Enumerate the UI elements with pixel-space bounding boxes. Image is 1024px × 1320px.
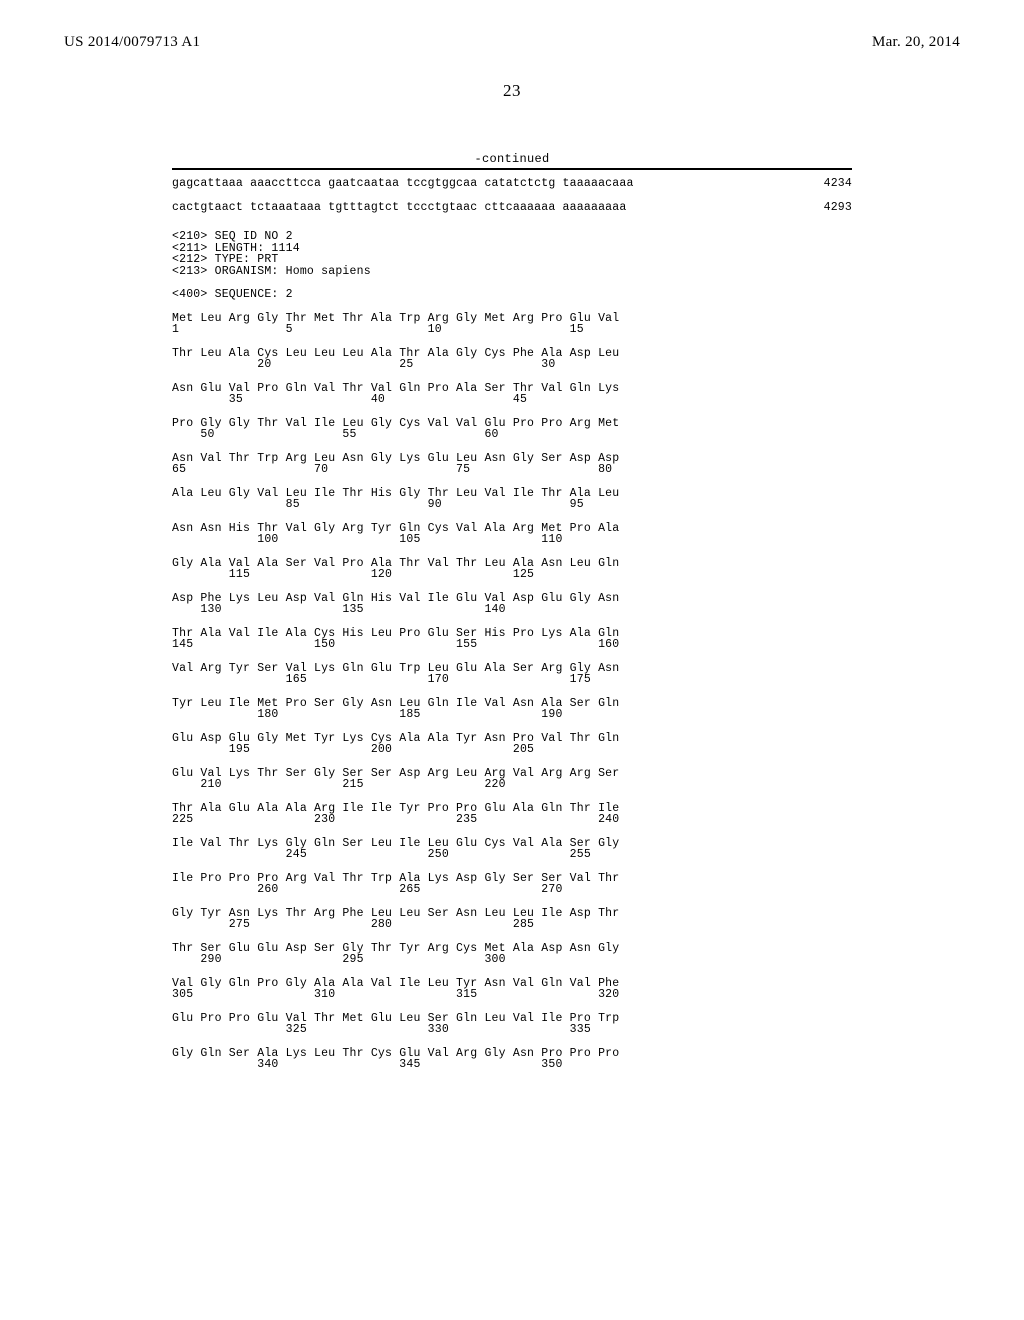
meta-line: <212> TYPE: PRT: [172, 254, 852, 266]
protein-row: Gly Tyr Asn Lys Thr Arg Phe Leu Leu Ser …: [172, 908, 852, 931]
dna-line: gagcattaaa aaaccttcca gaatcaataa tccgtgg…: [172, 178, 852, 190]
protein-row: Asp Phe Lys Leu Asp Val Gln His Val Ile …: [172, 593, 852, 616]
protein-row: Thr Ala Val Ile Ala Cys His Leu Pro Glu …: [172, 628, 852, 651]
protein-row: Asn Val Thr Trp Arg Leu Asn Gly Lys Glu …: [172, 453, 852, 476]
protein-row: Gly Gln Ser Ala Lys Leu Thr Cys Glu Val …: [172, 1048, 852, 1071]
position-number-line: 290 295 300: [172, 954, 852, 966]
dna-line: cactgtaact tctaaataaa tgtttagtct tccctgt…: [172, 202, 852, 214]
continued-label: -continued: [172, 153, 852, 165]
protein-row: Val Arg Tyr Ser Val Lys Gln Glu Trp Leu …: [172, 663, 852, 686]
position-number-line: 100 105 110: [172, 534, 852, 546]
horizontal-rule: [172, 168, 852, 170]
position-number-line: 195 200 205: [172, 744, 852, 756]
position-number-line: 145 150 155 160: [172, 639, 852, 651]
dna-position: 4293: [792, 202, 852, 214]
position-number-line: 305 310 315 320: [172, 989, 852, 1001]
position-number-line: 180 185 190: [172, 709, 852, 721]
sequence-header-line: <400> SEQUENCE: 2: [172, 289, 852, 301]
protein-row: Met Leu Arg Gly Thr Met Thr Ala Trp Arg …: [172, 313, 852, 336]
position-number-line: 275 280 285: [172, 919, 852, 931]
protein-row: Ala Leu Gly Val Leu Ile Thr His Gly Thr …: [172, 488, 852, 511]
position-number-line: 325 330 335: [172, 1024, 852, 1036]
protein-sequence-container: Met Leu Arg Gly Thr Met Thr Ala Trp Arg …: [172, 313, 852, 1071]
position-number-line: 20 25 30: [172, 359, 852, 371]
page-number: 23: [0, 81, 1024, 101]
protein-row: Thr Leu Ala Cys Leu Leu Leu Ala Thr Ala …: [172, 348, 852, 371]
protein-row: Tyr Leu Ile Met Pro Ser Gly Asn Leu Gln …: [172, 698, 852, 721]
protein-row: Ile Val Thr Lys Gly Gln Ser Leu Ile Leu …: [172, 838, 852, 861]
position-number-line: 165 170 175: [172, 674, 852, 686]
protein-row: Pro Gly Gly Thr Val Ile Leu Gly Cys Val …: [172, 418, 852, 441]
position-number-line: 35 40 45: [172, 394, 852, 406]
position-number-line: 260 265 270: [172, 884, 852, 896]
position-number-line: 1 5 10 15: [172, 324, 852, 336]
meta-line: <210> SEQ ID NO 2: [172, 231, 852, 243]
protein-row: Glu Asp Glu Gly Met Tyr Lys Cys Ala Ala …: [172, 733, 852, 756]
dna-sequence-block: cactgtaact tctaaataaa tgtttagtct tccctgt…: [172, 202, 852, 214]
sequence-header: <400> SEQUENCE: 2: [172, 289, 852, 301]
page-header: US 2014/0079713 A1 Mar. 20, 2014: [0, 0, 1024, 51]
position-number-line: 225 230 235 240: [172, 814, 852, 826]
dna-position: 4234: [792, 178, 852, 190]
protein-row: Val Gly Gln Pro Gly Ala Ala Val Ile Leu …: [172, 978, 852, 1001]
protein-row: Glu Val Lys Thr Ser Gly Ser Ser Asp Arg …: [172, 768, 852, 791]
position-number-line: 245 250 255: [172, 849, 852, 861]
position-number-line: 340 345 350: [172, 1059, 852, 1071]
publication-date: Mar. 20, 2014: [872, 34, 960, 51]
position-number-line: 115 120 125: [172, 569, 852, 581]
position-number-line: 50 55 60: [172, 429, 852, 441]
protein-row: Asn Asn His Thr Val Gly Arg Tyr Gln Cys …: [172, 523, 852, 546]
position-number-line: 210 215 220: [172, 779, 852, 791]
protein-row: Thr Ser Glu Glu Asp Ser Gly Thr Tyr Arg …: [172, 943, 852, 966]
meta-line: <213> ORGANISM: Homo sapiens: [172, 266, 852, 278]
protein-row: Thr Ala Glu Ala Ala Arg Ile Ile Tyr Pro …: [172, 803, 852, 826]
protein-row: Glu Pro Pro Glu Val Thr Met Glu Leu Ser …: [172, 1013, 852, 1036]
protein-row: Gly Ala Val Ala Ser Val Pro Ala Thr Val …: [172, 558, 852, 581]
dna-text: gagcattaaa aaaccttcca gaatcaataa tccgtgg…: [172, 178, 634, 190]
position-number-line: 130 135 140: [172, 604, 852, 616]
position-number-line: 65 70 75 80: [172, 464, 852, 476]
protein-row: Ile Pro Pro Pro Arg Val Thr Trp Ala Lys …: [172, 873, 852, 896]
sequence-content: -continued gagcattaaa aaaccttcca gaatcaa…: [172, 153, 852, 1071]
position-number-line: 85 90 95: [172, 499, 852, 511]
sequence-metadata: <210> SEQ ID NO 2 <211> LENGTH: 1114 <21…: [172, 231, 852, 277]
protein-row: Asn Glu Val Pro Gln Val Thr Val Gln Pro …: [172, 383, 852, 406]
publication-number: US 2014/0079713 A1: [64, 34, 200, 51]
dna-text: cactgtaact tctaaataaa tgtttagtct tccctgt…: [172, 202, 626, 214]
dna-sequence-block: gagcattaaa aaaccttcca gaatcaataa tccgtgg…: [172, 178, 852, 190]
